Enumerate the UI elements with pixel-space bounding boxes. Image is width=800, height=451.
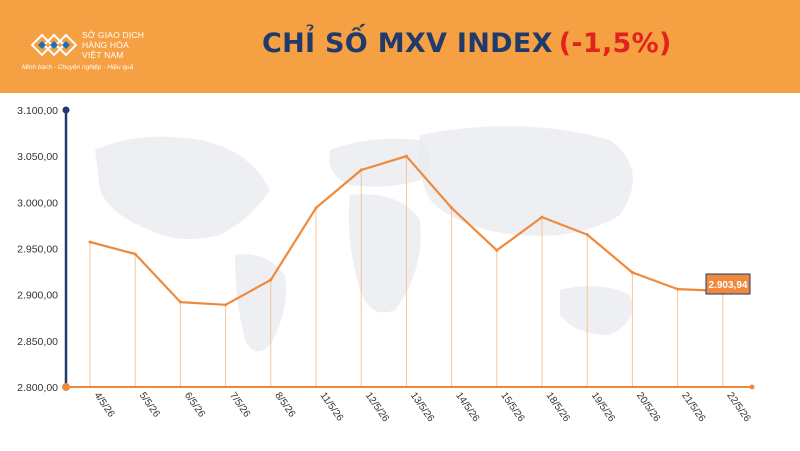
- y-tick-label: 2.950,00: [17, 244, 58, 256]
- y-tick-label: 3.000,00: [17, 197, 58, 209]
- data-point: [495, 248, 499, 252]
- header-banner: SỞ GIAO DỊCH HÀNG HÓA VIỆT NAM Minh bạch…: [0, 0, 800, 93]
- data-point: [133, 252, 137, 256]
- logo-name: SỞ GIAO DỊCH HÀNG HÓA VIỆT NAM: [82, 30, 192, 60]
- x-tick-label: 11/5/26: [318, 390, 346, 423]
- data-point: [540, 215, 544, 219]
- map-landmass: [348, 194, 421, 313]
- data-point: [630, 271, 634, 275]
- last-value-label: 2.903,94: [709, 280, 748, 291]
- logo-name-line: VIỆT NAM: [82, 50, 124, 60]
- data-point: [224, 303, 228, 307]
- drop-lines: [89, 156, 724, 387]
- x-tick-label: 22/5/26: [724, 390, 752, 424]
- logo-emblem-icon: [30, 33, 78, 57]
- page-title: CHỈ SỐ MXV INDEX (-1,5%): [262, 28, 672, 59]
- x-tick-label: 6/5/26: [182, 390, 207, 419]
- data-point: [450, 206, 454, 210]
- y-tick-label: 2.900,00: [17, 290, 58, 302]
- world-map-background: [95, 126, 633, 352]
- data-point: [88, 240, 92, 244]
- origin-dot: [62, 383, 70, 391]
- x-axis-ticks: 4/5/26 5/5/26 6/5/26 7/5/26 8/5/26 11/5/26 12/…: [92, 390, 753, 424]
- map-landmass: [418, 126, 633, 236]
- logo-name-line: SỞ GIAO DỊCH: [82, 30, 145, 40]
- axes: [62, 106, 755, 391]
- x-tick-label: 18/5/26: [544, 390, 572, 424]
- data-point: [314, 206, 318, 210]
- map-landmass: [235, 254, 286, 352]
- x-axis-end-dot: [749, 384, 755, 390]
- y-tick-label: 3.050,00: [17, 151, 58, 163]
- logo-name-line: HÀNG HÓA: [82, 40, 129, 50]
- x-tick-label: 12/5/26: [363, 390, 391, 424]
- series-layer: [88, 154, 725, 307]
- y-tick-label: 2.800,00: [17, 382, 58, 394]
- map-landmass: [95, 136, 270, 239]
- x-tick-label: 20/5/26: [634, 390, 662, 424]
- x-tick-label: 7/5/26: [227, 390, 252, 419]
- y-axis-ticks: 2.800,00 2.850,00 2.900,00 2.950,00 3.000,00…: [17, 105, 58, 394]
- x-tick-label: 5/5/26: [137, 390, 162, 419]
- data-point: [404, 154, 408, 158]
- last-value-callout: 2.903,94: [705, 273, 751, 295]
- data-point: [359, 168, 363, 172]
- data-point: [676, 287, 680, 291]
- title-main: CHỈ SỐ MXV INDEX: [262, 28, 553, 59]
- x-tick-label: 13/5/26: [408, 390, 436, 424]
- y-tick-label: 3.100,00: [17, 105, 58, 117]
- y-axis-top-dot: [62, 106, 70, 114]
- mxv-logo: SỞ GIAO DỊCH HÀNG HÓA VIỆT NAM Minh bạch…: [22, 22, 192, 78]
- title-change: (-1,5%): [558, 28, 672, 59]
- x-tick-label: 19/5/26: [589, 390, 617, 424]
- data-point: [585, 233, 589, 237]
- x-tick-label: 8/5/26: [272, 390, 297, 419]
- y-tick-label: 2.850,00: [17, 336, 58, 348]
- data-point: [178, 300, 182, 304]
- data-point: [269, 278, 273, 282]
- x-tick-label: 21/5/26: [679, 390, 707, 424]
- x-tick-label: 4/5/26: [92, 390, 117, 419]
- map-landmass: [560, 286, 633, 335]
- map-landmass: [329, 138, 430, 187]
- line-chart: 2.800,00 2.850,00 2.900,00 2.950,00 3.000,00…: [17, 105, 755, 424]
- x-tick-label: 14/5/26: [453, 390, 481, 424]
- callout-box: [705, 273, 751, 295]
- logo-tagline: Minh bạch - Chuyên nghiệp - Hiệu quả: [22, 64, 134, 71]
- x-tick-label: 15/5/26: [498, 390, 526, 424]
